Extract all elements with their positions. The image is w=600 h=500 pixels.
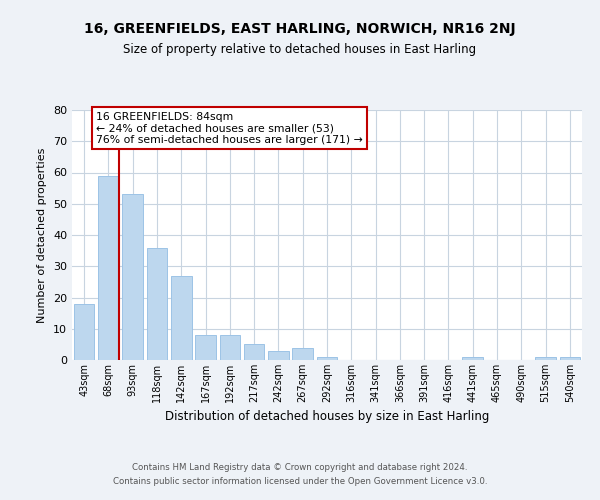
Bar [560, 357, 580, 360]
Text: 16 GREENFIELDS: 84sqm
← 24% of detached houses are smaller (53)
76% of semi-deta: 16 GREENFIELDS: 84sqm ← 24% of detached … [96, 112, 363, 145]
Text: Contains public sector information licensed under the Open Government Licence v3: Contains public sector information licen… [113, 477, 487, 486]
X-axis label: Distribution of detached houses by size in East Harling: Distribution of detached houses by size … [165, 410, 489, 424]
Bar [317, 357, 337, 360]
Bar [535, 357, 556, 360]
Bar [122, 194, 143, 360]
Y-axis label: Number of detached properties: Number of detached properties [37, 148, 47, 322]
Bar [98, 176, 119, 360]
Bar [220, 335, 240, 360]
Bar [146, 248, 167, 360]
Bar [171, 276, 191, 360]
Bar [195, 335, 216, 360]
Bar [292, 348, 313, 360]
Bar [463, 357, 483, 360]
Bar [74, 304, 94, 360]
Text: Contains HM Land Registry data © Crown copyright and database right 2024.: Contains HM Land Registry data © Crown c… [132, 464, 468, 472]
Bar [268, 350, 289, 360]
Text: 16, GREENFIELDS, EAST HARLING, NORWICH, NR16 2NJ: 16, GREENFIELDS, EAST HARLING, NORWICH, … [84, 22, 516, 36]
Bar [244, 344, 265, 360]
Text: Size of property relative to detached houses in East Harling: Size of property relative to detached ho… [124, 42, 476, 56]
